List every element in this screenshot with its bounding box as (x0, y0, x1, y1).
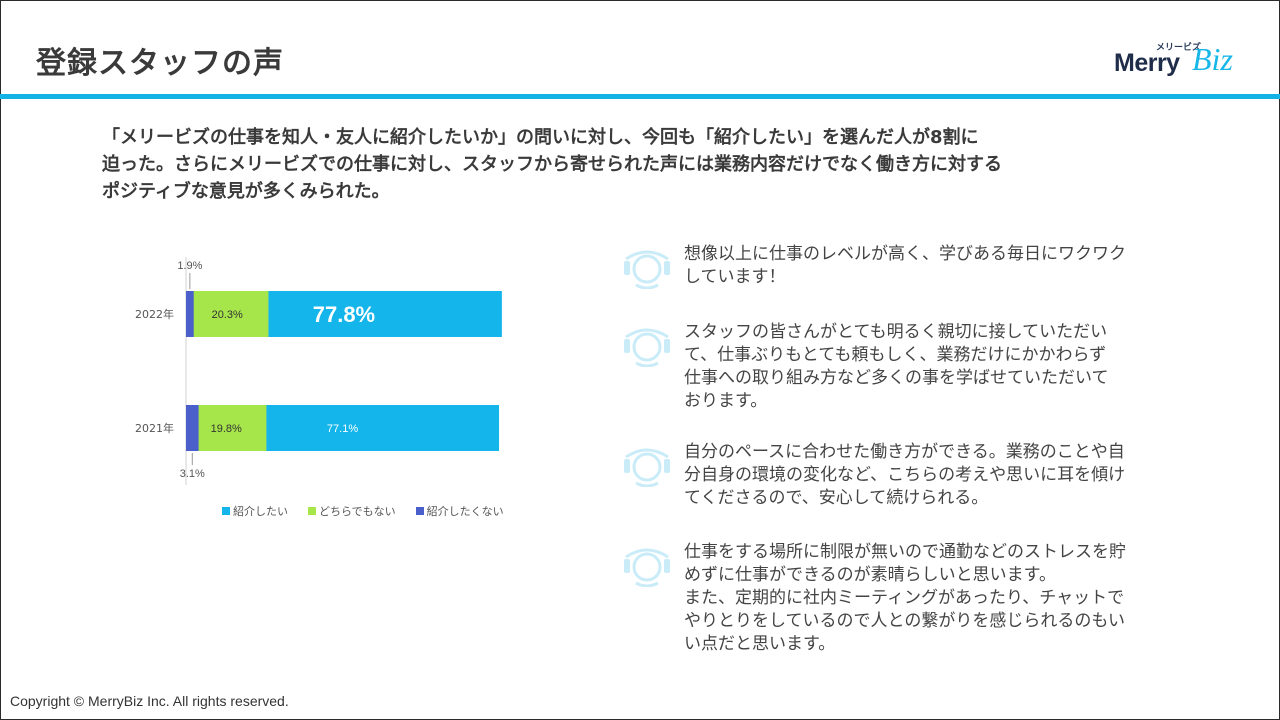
comment-line: めずに仕事ができるのが素晴らしいと思います。 (684, 565, 1056, 585)
data-label: 19.8% (211, 423, 242, 435)
logo-merry: Merry (1114, 49, 1180, 77)
comment-line: 自分のペースに合わせた働き方ができる。業務のことや自 (684, 442, 1125, 462)
recommendation-chart: 2022年 77.8% 20.3% 1.9% 2021年 77.1% 19.8% 3.1% 紹… (110, 245, 630, 535)
legend-item: 紹介したい (222, 503, 288, 519)
comment-line: てくださるので、安心して続けられる。 (684, 488, 989, 508)
bar-segment (186, 291, 269, 337)
logo-kana: メリービズ (1156, 43, 1202, 53)
data-label: 1.9% (177, 260, 202, 272)
legend-label: 紹介したい (233, 505, 288, 518)
intro-line: 迫った。さらにメリービズでの仕事に対し、スタッフから寄せられた声には業務内容だけ… (102, 154, 1002, 175)
copyright: Copyright © MerryBiz Inc. All rights res… (10, 693, 289, 709)
comment-text: 仕事をする場所に制限が無いので通勤などのストレスを貯 めずに仕事ができるのが素晴ら… (684, 541, 1176, 656)
comment-line: また、定期的に社内ミーティングがあったり、チャットで (684, 588, 1125, 608)
intro-line: 「メリービズの仕事を知人・友人に紹介したいか」の問いに対し、今回も「紹介したい」… (102, 127, 979, 148)
comment-line: て、仕事ぶりもとても頼もしく、業務だけにかかわらず (684, 345, 1107, 365)
merrybiz-logo: メリービズ Merry Biz (1112, 38, 1262, 82)
title-underline (0, 94, 1280, 99)
person-icon (622, 323, 672, 368)
comment-line: 仕事をする場所に制限が無いので通勤などのストレスを貯 (684, 542, 1126, 562)
data-label: 77.8% (313, 302, 375, 327)
category-label: 2021年 (135, 421, 174, 435)
comment-text: スタッフの皆さんがとても明るく親切に接していただい て、仕事ぶりもとても頼もしく、… (684, 321, 1176, 413)
comment-text: 想像以上に仕事のレベルが高く、学びある毎日にワクワク しています！ (684, 243, 1176, 289)
data-label: 77.1% (327, 423, 358, 435)
comment-line: い点だと思います。 (684, 634, 836, 654)
category-label: 2022年 (135, 307, 174, 321)
intro-text: 「メリービズの仕事を知人・友人に紹介したいか」の問いに対し、今回も「紹介したい」… (102, 124, 1182, 205)
logo-biz: Biz (1192, 41, 1233, 77)
bar-segment (186, 405, 199, 451)
person-icon (622, 543, 672, 588)
legend-item: 紹介したくない (415, 503, 504, 519)
person-icon (622, 443, 672, 488)
comment-text: 自分のペースに合わせた働き方ができる。業務のことや自 分自身の環境の変化など、こち… (684, 441, 1176, 510)
legend-item: どちらでもない (308, 503, 396, 519)
legend-swatch (222, 507, 230, 515)
legend-swatch (415, 507, 424, 515)
legend-swatch (308, 507, 316, 515)
intro-line: ポジティブな意見が多くみられた。 (102, 181, 390, 202)
data-label: 3.1% (180, 468, 205, 480)
comment-line: しています！ (684, 267, 786, 287)
legend-label: どちらでもない (319, 505, 396, 518)
comment-line: 分自身の環境の変化など、こちらの考えや思いに耳を傾け (684, 465, 1126, 485)
data-label: 20.3% (212, 309, 243, 321)
legend-label: 紹介したくない (426, 505, 504, 518)
bar-segment (186, 291, 194, 337)
comment-line: おります。 (684, 391, 768, 411)
chart-plot: 2022年 77.8% 20.3% 1.9% 2021年 77.1% 19.8% 3.1% (135, 257, 502, 485)
comment-line: スタッフの皆さんがとても明るく親切に接していただい (684, 322, 1108, 342)
comment-line: 想像以上に仕事のレベルが高く、学びある毎日にワクワク (684, 244, 1126, 264)
person-icon (622, 245, 672, 290)
bar-segment (186, 405, 267, 451)
comment-line: 仕事への取り組み方など多くの事を学ばせていただいて (684, 368, 1109, 388)
chart-legend: 紹介したい どちらでもない 紹介したくない (222, 503, 504, 519)
page-title: 登録スタッフの声 (36, 46, 284, 81)
comment-line: やりとりをしているので人との繋がりを感じられるのもい (684, 611, 1125, 631)
